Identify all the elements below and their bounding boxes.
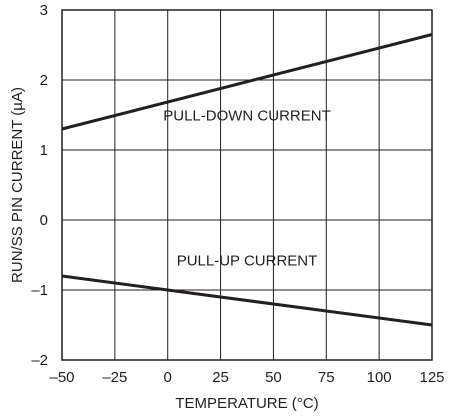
y-tick-label: 0 bbox=[40, 212, 48, 229]
y-tick-label: 2 bbox=[40, 72, 48, 89]
annotations: PULL-DOWN CURRENT PULL-UP CURRENT bbox=[163, 108, 331, 270]
grid bbox=[62, 10, 432, 360]
y-tick-label: 1 bbox=[40, 142, 48, 159]
y-axis-title: RUN/SS PIN CURRENT (µA) bbox=[9, 87, 26, 283]
series-line-pull-down-current bbox=[61, 33, 433, 131]
x-tick-label: 50 bbox=[265, 369, 282, 386]
x-tick-labels: –50 –25 0 25 50 75 100 125 bbox=[49, 369, 444, 386]
y-tick-label: –1 bbox=[31, 282, 48, 299]
x-tick-label: 0 bbox=[164, 369, 172, 386]
x-tick-label: 25 bbox=[212, 369, 229, 386]
x-tick-label: 125 bbox=[419, 369, 444, 386]
y-tick-label: –2 bbox=[31, 352, 48, 369]
series bbox=[61, 33, 433, 327]
annotation-pull-down-current: PULL-DOWN CURRENT bbox=[163, 108, 331, 125]
x-tick-label: –50 bbox=[49, 369, 74, 386]
x-axis-title: TEMPERATURE (°C) bbox=[175, 395, 318, 412]
x-tick-label: 75 bbox=[318, 369, 335, 386]
x-tick-label: 100 bbox=[367, 369, 392, 386]
annotation-pull-up-current: PULL-UP CURRENT bbox=[177, 252, 318, 269]
y-tick-label: 3 bbox=[40, 2, 48, 19]
plot-frame bbox=[61, 9, 433, 361]
x-tick-label: –25 bbox=[102, 369, 127, 386]
y-tick-labels: –2 –1 0 1 2 3 bbox=[31, 2, 48, 369]
series-line-pull-up-current bbox=[61, 274, 433, 327]
